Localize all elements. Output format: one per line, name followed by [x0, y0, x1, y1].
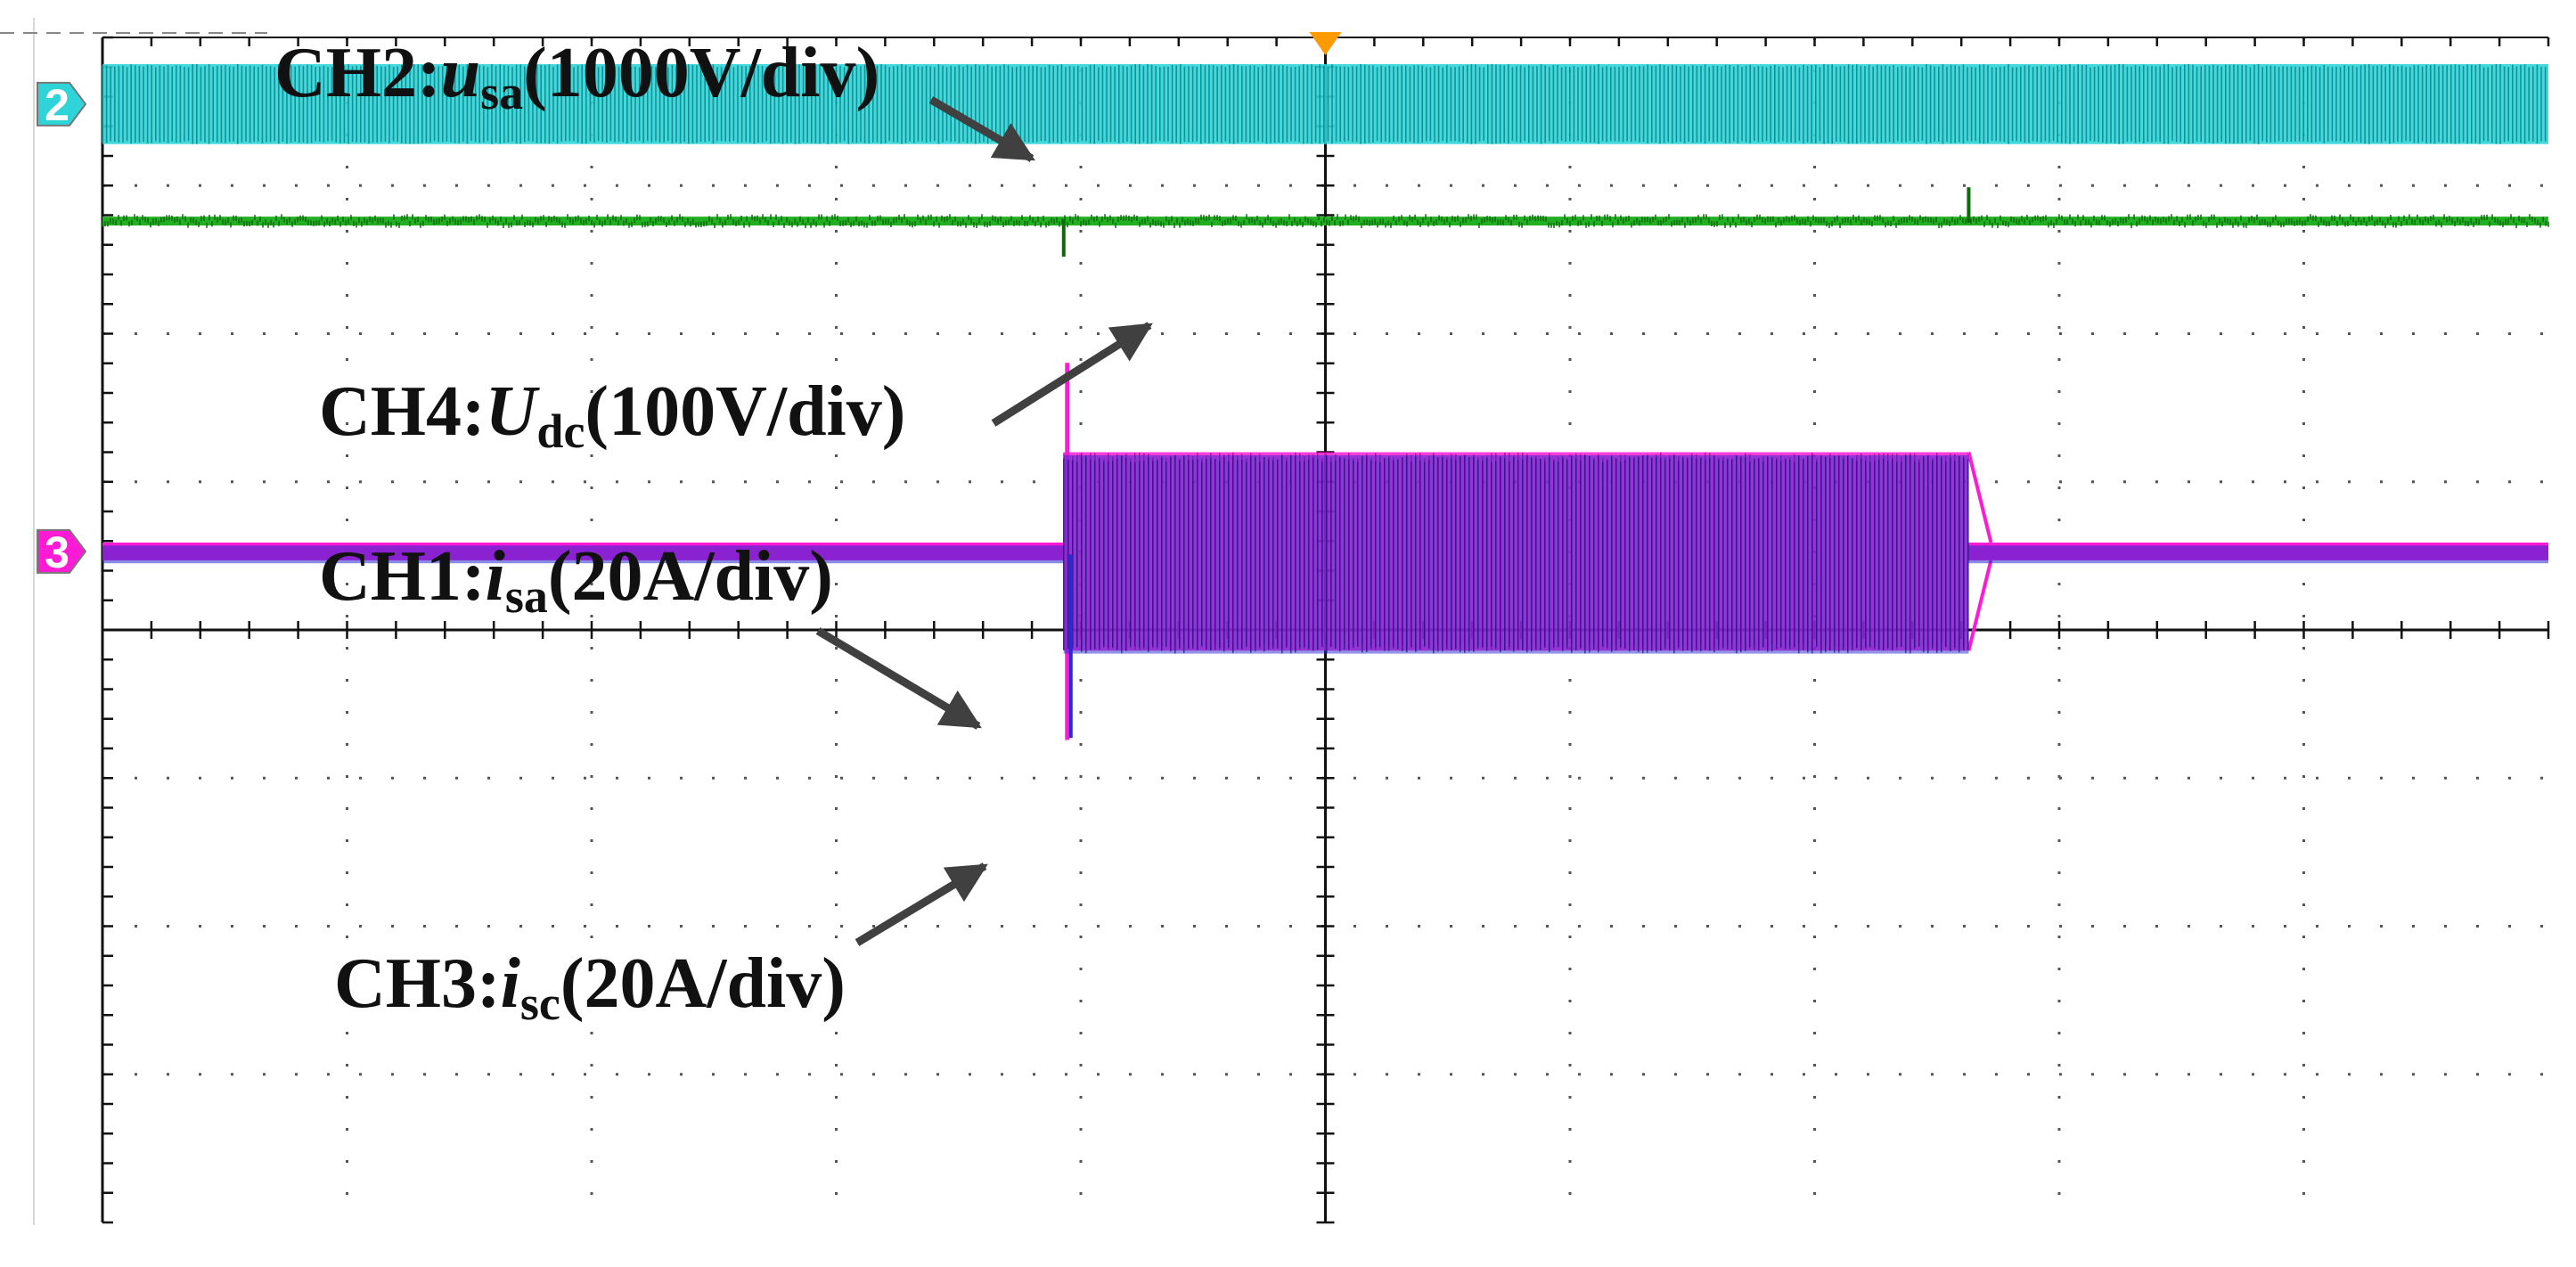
- label-ch1-channel: CH1:: [319, 537, 486, 616]
- arrow-ch2: [928, 96, 1035, 162]
- trace-ch1-decay: [1967, 452, 1993, 651]
- trigger-marker-icon: [1309, 32, 1342, 55]
- channel-3-marker: [37, 528, 87, 574]
- channel-2-marker-label: 2: [45, 80, 70, 130]
- svg-text:CH1:isa(20A/div): CH1:isa(20A/div): [319, 537, 833, 623]
- label-ch2-scale: (1000V/div): [523, 34, 879, 112]
- arrow-ch4: [991, 322, 1153, 427]
- label-ch1-subscript: sa: [505, 569, 548, 623]
- channel-markers: 23: [37, 32, 1342, 577]
- border-ticks: [101, 36, 2550, 1224]
- label-ch4-channel: CH4:: [319, 372, 486, 451]
- annotation-label-ch1: CH1:isa(20A/div): [319, 537, 982, 730]
- label-ch3-symbol: i: [501, 944, 520, 1023]
- trace-ch3-pre-band: [102, 545, 1064, 564]
- trace-ch2-waveform: [102, 63, 2547, 144]
- trace-ch3-burst: [1063, 454, 1969, 654]
- waveform-traces: [102, 63, 2549, 740]
- label-ch1-scale: (20A/div): [548, 537, 833, 616]
- svg-text:CH3:isc(20A/div): CH3:isc(20A/div): [334, 944, 846, 1030]
- arrow-ch1: [815, 627, 982, 730]
- annotation-label-ch3: CH3:isc(20A/div): [334, 862, 988, 1030]
- label-ch1-symbol: i: [486, 537, 505, 616]
- label-ch2-symbol: u: [441, 34, 481, 112]
- label-ch2-subscript: sa: [480, 66, 523, 119]
- svg-text:CH2:usa(1000V/div): CH2:usa(1000V/div): [274, 34, 879, 119]
- label-ch3-subscript: sc: [520, 977, 560, 1030]
- label-ch4-subscript: dc: [536, 405, 585, 458]
- label-ch4-scale: (100V/div): [585, 372, 905, 451]
- trace-ch4-noise: [102, 214, 2549, 229]
- annotation-label-ch4: CH4:Udc(100V/div): [319, 322, 1153, 458]
- label-ch3-channel: CH3:: [334, 944, 501, 1023]
- label-ch3-scale: (20A/div): [560, 944, 846, 1023]
- trace-ch3-post-band: [1968, 545, 2548, 564]
- arrow-ch3: [855, 862, 988, 946]
- trace-ch2-envelope: [102, 63, 2548, 144]
- label-ch4-symbol: U: [486, 372, 541, 451]
- channel-3-marker-label: 3: [45, 527, 70, 577]
- label-ch2-channel: CH2:: [274, 34, 441, 112]
- svg-text:CH4:Udc(100V/div): CH4:Udc(100V/div): [319, 372, 905, 458]
- channel-2-marker: [37, 81, 87, 127]
- trace-ch4-band: [102, 217, 2548, 226]
- trace-ch3-burst-envelope: [1063, 454, 1969, 654]
- annotation-label-ch2: CH2:usa(1000V/div): [274, 34, 1035, 162]
